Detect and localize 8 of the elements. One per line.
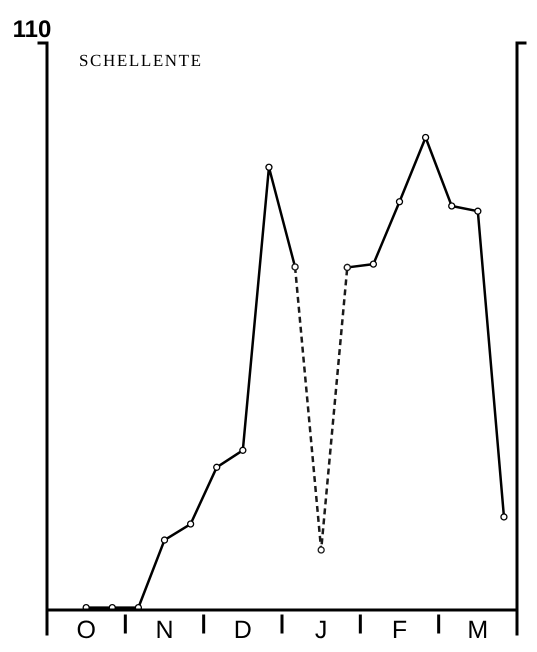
x-tick-label: M xyxy=(467,616,488,644)
x-tick-label: J xyxy=(314,616,328,644)
x-tick-label: N xyxy=(155,616,174,644)
chart-title: SCHELLENTE xyxy=(79,51,202,70)
x-tick-label: D xyxy=(234,616,252,644)
x-tick-label: F xyxy=(392,616,408,644)
text: 110 xyxy=(12,16,52,43)
x-tick-label: O xyxy=(76,616,96,644)
